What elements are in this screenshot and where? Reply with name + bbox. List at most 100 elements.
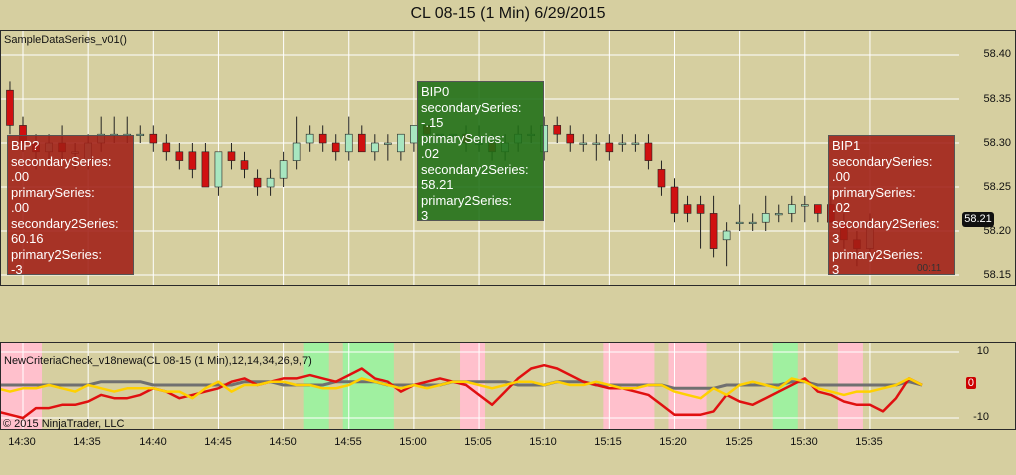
- box-line: -.15: [421, 115, 444, 130]
- box-bip-unknown: BIP? secondarySeries: .00 primarySeries:…: [7, 135, 134, 277]
- box-line: -3: [11, 262, 23, 277]
- candle-body: [592, 142, 601, 145]
- box-line: secondarySeries:: [832, 153, 933, 169]
- y-tick-label: 58.15: [983, 269, 1011, 281]
- box-bip0: BIP0 secondarySeries: -.15 primarySeries…: [417, 81, 544, 223]
- box-line: secondary2Series:: [421, 161, 529, 177]
- candle-body: [618, 142, 627, 145]
- candle-body: [357, 133, 366, 153]
- x-tick-label: 14:55: [334, 436, 362, 448]
- candle-body: [331, 142, 340, 153]
- candle-body: [683, 204, 692, 214]
- candle-body: [292, 142, 301, 161]
- candle-body: [6, 89, 14, 126]
- candle-body: [644, 142, 653, 161]
- ind-tick-label: 10: [976, 345, 989, 357]
- box-line: secondary2Series:: [832, 215, 940, 231]
- box-line: primary2Series:: [832, 246, 924, 262]
- candle-body: [240, 160, 249, 170]
- x-tick-label: 15:20: [659, 436, 687, 448]
- x-tick-label: 14:30: [8, 436, 36, 448]
- box-line: BIP?: [11, 138, 40, 153]
- box-line: 3: [832, 231, 840, 246]
- candle-body: [175, 151, 184, 161]
- box-line: primary2Series:: [11, 246, 103, 262]
- price-pane[interactable]: SampleDataSeries_v01() BIP? secondarySer…: [0, 30, 961, 286]
- candle-body: [800, 204, 809, 207]
- box-line: primary2Series:: [421, 192, 513, 208]
- candle-body: [774, 213, 783, 216]
- x-tick-label: 14:45: [204, 436, 232, 448]
- y-tick-label: 58.40: [983, 48, 1011, 60]
- x-tick-label: 14:50: [269, 436, 297, 448]
- x-tick-label: 14:35: [73, 436, 101, 448]
- candle-body: [579, 142, 588, 145]
- y-tick-label: 58.35: [983, 93, 1011, 105]
- candle-body: [566, 133, 575, 144]
- box-line: secondarySeries:: [421, 99, 522, 115]
- box-line: secondary2Series:: [11, 215, 119, 231]
- candle-body: [149, 133, 158, 144]
- box-line: primarySeries:: [421, 130, 505, 146]
- candle-body: [384, 142, 392, 145]
- y-tick-label: 58.20: [983, 225, 1011, 237]
- candle-body: [761, 213, 770, 223]
- box-line: BIP0: [421, 84, 450, 99]
- window-title: CL 08-15 (1 Min) 6/29/2015: [410, 5, 606, 22]
- bar-timer: 00:11: [917, 263, 942, 274]
- x-tick-label: 15:05: [464, 436, 492, 448]
- candle-body: [253, 177, 262, 188]
- x-tick-label: 15:35: [855, 436, 883, 448]
- last-price-marker: 58.21: [962, 212, 994, 227]
- candle-body: [605, 142, 614, 153]
- x-tick-label: 15:00: [399, 436, 427, 448]
- candle-body: [814, 204, 822, 214]
- box-line: 58.21: [421, 177, 454, 192]
- candle-body: [188, 151, 197, 170]
- x-tick-label: 14:40: [139, 436, 167, 448]
- box-line: .00: [11, 200, 30, 215]
- candle-body: [227, 151, 236, 161]
- indicator-pane[interactable]: NewCriteriaCheck_v18newa(CL 08-15 (1 Min…: [0, 342, 961, 430]
- copyright-text: © 2015 NinjaTrader, LLC: [3, 418, 125, 430]
- candle-body: [318, 133, 327, 144]
- candle-body: [397, 133, 405, 153]
- box-line: secondarySeries:: [11, 153, 112, 169]
- box-line: primarySeries:: [11, 184, 95, 200]
- box-line: .00: [11, 169, 30, 184]
- signal-zone: [342, 343, 394, 429]
- box-line: 3: [832, 262, 840, 277]
- candle-body: [279, 160, 288, 179]
- x-tick-label: 15:25: [725, 436, 753, 448]
- candle-body: [136, 133, 145, 136]
- candle-body: [305, 133, 314, 144]
- indicator-label: NewCriteriaCheck_v18newa(CL 08-15 (1 Min…: [4, 355, 312, 367]
- box-bip1: BIP1 secondarySeries: .00 primarySeries:…: [828, 135, 955, 277]
- series-line-yellow: [1, 377, 923, 400]
- candle-body: [344, 133, 353, 153]
- candle-body: [696, 204, 705, 214]
- price-axis[interactable]: 58.40 58.35 58.30 58.25 58.20 58.15: [959, 30, 1016, 286]
- candle-body: [266, 177, 275, 188]
- indicator-chart[interactable]: [1, 343, 960, 429]
- candle-body: [657, 169, 666, 188]
- candle-body: [371, 142, 379, 153]
- candle-body: [214, 151, 223, 188]
- candle-body: [201, 151, 210, 188]
- indicator-axis[interactable]: 10 0 -10: [959, 342, 1016, 430]
- ind-tick-label: 0: [965, 377, 976, 389]
- x-tick-label: 15:15: [594, 436, 622, 448]
- candle-body: [748, 221, 757, 224]
- y-tick-label: 58.25: [983, 181, 1011, 193]
- price-indicator-label: SampleDataSeries_v01(): [4, 34, 127, 46]
- box-line: .02: [421, 146, 440, 161]
- candle-body: [709, 213, 718, 249]
- candle-body: [631, 142, 640, 145]
- box-line: .02: [832, 200, 851, 215]
- box-line: 60.16: [11, 231, 44, 246]
- y-tick-label: 58.30: [983, 137, 1011, 149]
- candle-body: [670, 186, 679, 214]
- box-line: BIP1: [832, 138, 861, 153]
- box-line: 3: [421, 208, 429, 223]
